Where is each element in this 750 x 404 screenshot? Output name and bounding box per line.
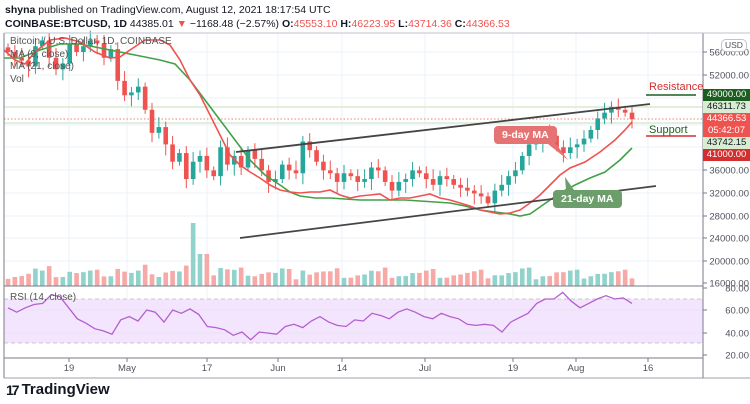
currency-badge[interactable]: USD bbox=[721, 39, 747, 52]
close-label: C: bbox=[454, 18, 466, 30]
support-label: Support bbox=[649, 124, 688, 136]
support-price-tag: 41000.00 bbox=[703, 149, 750, 161]
volume-bars bbox=[5, 223, 635, 286]
legend-rsi[interactable]: RSI (14, close) bbox=[10, 292, 77, 303]
svg-text:Aug: Aug bbox=[568, 363, 585, 374]
svg-text:32000.00: 32000.00 bbox=[709, 189, 749, 200]
low-value: 43714.36 bbox=[408, 18, 452, 30]
ma21-price-tag: 46311.73 bbox=[703, 101, 750, 113]
ma21-line bbox=[4, 43, 633, 217]
resistance-label: Resistance bbox=[649, 81, 704, 93]
publish-line: shyna published on TradingView.com, Augu… bbox=[5, 3, 510, 17]
legend-ma21[interactable]: MA (21, close) bbox=[10, 61, 74, 72]
last-price: 44385.01 bbox=[129, 18, 174, 30]
svg-text:20.00: 20.00 bbox=[725, 351, 749, 362]
time-axis-ticks: 19 May 17 Jun 14 Jul 19 Aug 16 bbox=[64, 358, 654, 374]
rsi-axis-ticks: 80.00 60.00 40.00 20.00 bbox=[703, 284, 749, 362]
price-change: −1168.48 (−2.57%) bbox=[189, 18, 280, 30]
svg-text:19: 19 bbox=[64, 363, 75, 374]
svg-text:52000.00: 52000.00 bbox=[709, 71, 749, 82]
svg-text:19: 19 bbox=[508, 363, 519, 374]
svg-text:60.00: 60.00 bbox=[725, 306, 749, 317]
svg-text:24000.00: 24000.00 bbox=[709, 234, 749, 245]
high-value: 46223.95 bbox=[351, 18, 396, 30]
legend-title[interactable]: Bitcoin / U.S. Dollar, 1D, COINBASE bbox=[10, 36, 172, 47]
brand-name: TradingView bbox=[21, 381, 110, 398]
rsi-line bbox=[7, 291, 633, 341]
ma21-callout: 21-day MA bbox=[553, 190, 622, 208]
open-value: 45553.10 bbox=[293, 18, 338, 30]
tradingview-logo[interactable]: 17 TradingView bbox=[6, 381, 110, 398]
publish-info: published on TradingView.com, August 12,… bbox=[35, 4, 331, 16]
symbol-label: COINBASE:BTCUSD, 1D bbox=[5, 18, 127, 30]
svg-text:16: 16 bbox=[643, 363, 654, 374]
chart-legend: Bitcoin / U.S. Dollar, 1D, COINBASE MA (… bbox=[10, 36, 172, 86]
high-label: H: bbox=[340, 18, 352, 30]
svg-text:56000.00: 56000.00 bbox=[709, 48, 749, 59]
svg-text:20000.00: 20000.00 bbox=[709, 257, 749, 268]
svg-text:36000.00: 36000.00 bbox=[709, 166, 749, 177]
resistance-price-tag: 49000.00 bbox=[703, 89, 750, 101]
publisher-name[interactable]: shyna bbox=[5, 4, 36, 16]
svg-text:14: 14 bbox=[337, 363, 348, 374]
svg-text:17: 17 bbox=[202, 363, 213, 374]
low-label: L: bbox=[398, 18, 409, 30]
svg-text:40.00: 40.00 bbox=[725, 329, 749, 340]
svg-text:80.00: 80.00 bbox=[725, 284, 749, 295]
chart-header: shyna published on TradingView.com, Augu… bbox=[5, 3, 510, 31]
down-arrow-icon: ▼ bbox=[176, 18, 187, 30]
ma9-callout: 9-day MA bbox=[494, 126, 557, 144]
svg-text:May: May bbox=[118, 363, 136, 374]
close-value: 44366.53 bbox=[465, 18, 510, 30]
svg-text:Jun: Jun bbox=[270, 363, 285, 374]
ma9-price-tag: 43742.15 bbox=[703, 137, 750, 149]
legend-ma9[interactable]: MA (9, close) bbox=[10, 48, 69, 60]
svg-text:16000.00: 16000.00 bbox=[709, 279, 749, 290]
ohlc-line: COINBASE:BTCUSD, 1D 44385.01 ▼ −1168.48 … bbox=[5, 17, 510, 31]
bar-countdown: 05:42:07 bbox=[708, 125, 745, 136]
last-price-tag: 44366.53 05:42:07 bbox=[703, 113, 750, 137]
svg-text:Jul: Jul bbox=[419, 363, 431, 374]
last-price-value: 44366.53 bbox=[706, 113, 747, 124]
svg-text:28000.00: 28000.00 bbox=[709, 212, 749, 223]
open-label: O: bbox=[281, 18, 294, 30]
legend-vol[interactable]: Vol bbox=[10, 73, 24, 85]
ma9-line bbox=[3, 37, 633, 215]
channel-upper-line bbox=[235, 103, 651, 153]
tradingview-mark-icon: 17 bbox=[6, 381, 20, 398]
price-axis-ticks: 56000.0052000.0048000.0036000.0032000.00… bbox=[703, 48, 749, 290]
